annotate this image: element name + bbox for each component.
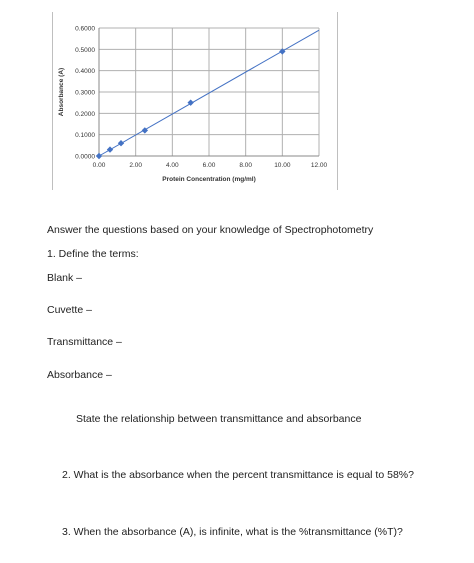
x-tick-label: 6.00 xyxy=(203,162,216,169)
x-tick-label: 0.00 xyxy=(93,162,106,169)
x-tick-label: 12.00 xyxy=(311,162,328,169)
chart-svg: 0.0000 0.1000 0.2000 0.3000 0.4000 0.5000 0.60… xyxy=(58,26,328,184)
y-tick-label: 0.5000 xyxy=(75,47,95,54)
question-3: 3. When the absorbance (A), is infinite,… xyxy=(62,526,403,538)
term-transmittance: Transmittance – xyxy=(47,336,122,348)
x-tick-label: 8.00 xyxy=(239,162,252,169)
data-point xyxy=(187,99,194,106)
data-point xyxy=(95,152,103,160)
term-cuvette: Cuvette – xyxy=(47,304,92,316)
y-tick-label: 0.3000 xyxy=(75,90,95,97)
question-1: 1. Define the terms: xyxy=(47,248,139,260)
relationship-prompt: State the relationship between transmitt… xyxy=(76,413,362,425)
x-axis-title: Protein Concentration (mg/ml) xyxy=(162,176,256,183)
term-absorbance: Absorbance – xyxy=(47,369,112,381)
y-tick-label: 0.2000 xyxy=(75,111,95,118)
data-point xyxy=(106,146,114,153)
term-blank: Blank – xyxy=(47,272,83,284)
y-tick-label: 0.0000 xyxy=(75,154,95,161)
data-point xyxy=(279,48,286,55)
question-2: 2. What is the absorbance when the perce… xyxy=(62,469,414,481)
y-axis-title: Absorbance (A) xyxy=(58,68,65,116)
instructions-text: Answer the questions based on your knowl… xyxy=(47,224,374,236)
calibration-chart: 0.0000 0.1000 0.2000 0.3000 0.4000 0.5000 0.60… xyxy=(52,12,338,190)
x-tick-label: 2.00 xyxy=(129,162,142,169)
data-point xyxy=(141,127,149,134)
data-point xyxy=(117,140,125,147)
y-tick-label: 0.4000 xyxy=(75,68,95,75)
y-tick-label: 0.6000 xyxy=(75,26,95,33)
y-tick-label: 0.1000 xyxy=(75,132,95,139)
x-tick-label: 10.00 xyxy=(274,162,291,169)
x-tick-label: 4.00 xyxy=(166,162,179,169)
